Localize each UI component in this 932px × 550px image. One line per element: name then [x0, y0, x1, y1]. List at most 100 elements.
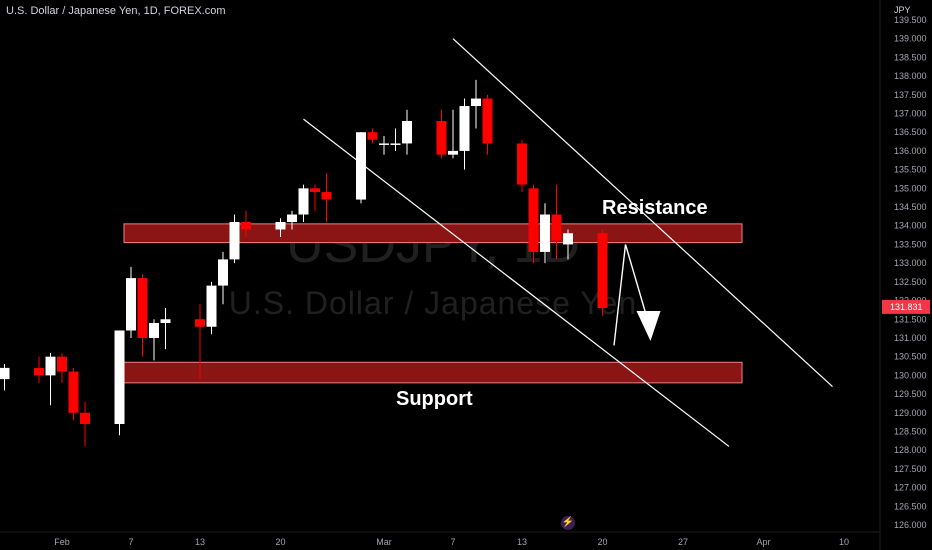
price-tick-label: 135.000: [894, 183, 927, 193]
price-tick-label: 128.500: [894, 426, 927, 436]
candle-body: [310, 188, 320, 193]
candle[interactable]: [80, 401, 90, 447]
candle[interactable]: [482, 94, 493, 155]
candle[interactable]: [149, 319, 159, 361]
price-tick-label: 138.000: [894, 71, 927, 81]
candle[interactable]: [195, 304, 205, 380]
price-tick-label: 129.500: [894, 389, 927, 399]
candle[interactable]: [218, 251, 228, 305]
last-price-tag: [882, 299, 930, 314]
candle[interactable]: [551, 184, 562, 260]
candle[interactable]: [402, 109, 412, 155]
candle-body: [229, 222, 240, 260]
candle-body: [218, 259, 228, 286]
resistance-zone[interactable]: [123, 223, 743, 244]
candle[interactable]: [517, 139, 527, 193]
drawing-lines-layer: [303, 38, 833, 447]
price-tick-label: 130.500: [894, 352, 927, 362]
last-price-label: 131.831: [882, 299, 930, 314]
support-label: Support: [396, 388, 473, 410]
price-tick-label: 127.000: [894, 483, 927, 493]
candle-body: [597, 233, 608, 309]
candle[interactable]: [356, 132, 366, 204]
candle[interactable]: [310, 184, 320, 211]
candle[interactable]: [379, 135, 389, 155]
price-tick-label: 135.500: [894, 165, 927, 175]
candle[interactable]: [367, 128, 378, 144]
price-tick-label: 134.000: [894, 221, 927, 231]
candle-body: [390, 143, 401, 145]
time-tick-label: Mar: [376, 537, 392, 547]
price-axis[interactable]: JPY 139.500 139.000 138.500 138.000 137.500 1…: [879, 0, 927, 550]
time-tick-label: Feb: [54, 537, 70, 547]
candle[interactable]: [471, 79, 481, 129]
time-tick-label: 7: [450, 537, 455, 547]
lightning-logo-icon[interactable]: ⚡: [561, 516, 575, 530]
candle-body: [45, 356, 56, 376]
price-axis-unit: JPY: [894, 5, 911, 15]
candle[interactable]: [287, 210, 297, 230]
candle[interactable]: [540, 203, 550, 264]
candle-body: [551, 214, 562, 241]
price-tick-label: 126.500: [894, 501, 927, 511]
price-tick-label: 131.500: [894, 314, 927, 324]
candle[interactable]: [114, 330, 125, 436]
candle-body: [436, 121, 447, 155]
candle-body: [114, 330, 125, 424]
price-tick-label: 139.500: [894, 15, 927, 25]
candle-body: [287, 214, 297, 222]
candle[interactable]: [563, 229, 573, 260]
channel-line-2[interactable]: [452, 38, 833, 388]
candle[interactable]: [241, 210, 251, 237]
time-tick-label: 20: [597, 537, 607, 547]
candle-body: [149, 323, 159, 338]
watermark-name: U.S. Dollar / Japanese Yen: [229, 285, 637, 321]
candles-layer: [0, 79, 608, 447]
candle[interactable]: [298, 184, 309, 222]
candle[interactable]: [436, 109, 447, 159]
candle-body: [356, 132, 366, 200]
projection-path[interactable]: [613, 244, 650, 346]
candle[interactable]: [229, 214, 240, 264]
candle[interactable]: [597, 229, 608, 316]
candle[interactable]: [160, 308, 171, 350]
candle[interactable]: [0, 364, 10, 391]
candle-body: [57, 356, 67, 372]
candle-body: [540, 214, 550, 252]
price-tick-label: 139.000: [894, 34, 927, 44]
projection-arrowhead: [636, 311, 661, 341]
candle[interactable]: [321, 173, 332, 222]
candle[interactable]: [206, 281, 217, 335]
candle-body: [160, 319, 171, 323]
price-tick-label: 127.500: [894, 464, 927, 474]
channel-line-1[interactable]: [303, 118, 730, 447]
support-zone[interactable]: [123, 361, 743, 384]
candle-body: [471, 98, 481, 107]
candle-body: [482, 98, 493, 144]
candle-body: [137, 278, 148, 338]
candle[interactable]: [57, 352, 67, 383]
time-axis[interactable]: Feb 7 13 20 Mar 7 13 20 27 Apr 10: [0, 531, 880, 547]
candle[interactable]: [45, 352, 56, 406]
candle-body: [68, 371, 79, 413]
candle[interactable]: [68, 367, 79, 421]
candle[interactable]: [390, 128, 401, 151]
candle[interactable]: [528, 184, 539, 264]
price-tick-label: 129.000: [894, 408, 927, 418]
candle[interactable]: [126, 266, 136, 338]
candle-body: [241, 222, 251, 230]
candle[interactable]: [275, 218, 286, 237]
price-tick-label: 130.000: [894, 370, 927, 380]
candle[interactable]: [137, 274, 148, 357]
candle[interactable]: [459, 98, 470, 170]
time-tick-label: 20: [275, 537, 285, 547]
candle[interactable]: [34, 356, 44, 383]
price-tick-label: 136.000: [894, 146, 927, 156]
candle-body: [459, 106, 470, 151]
candle-body: [126, 278, 136, 331]
price-tick-label: 134.500: [894, 202, 927, 212]
symbol-title: U.S. Dollar / Japanese Yen, 1D, FOREX.co…: [6, 5, 226, 17]
candle-body: [298, 188, 309, 215]
candle[interactable]: [448, 109, 458, 159]
